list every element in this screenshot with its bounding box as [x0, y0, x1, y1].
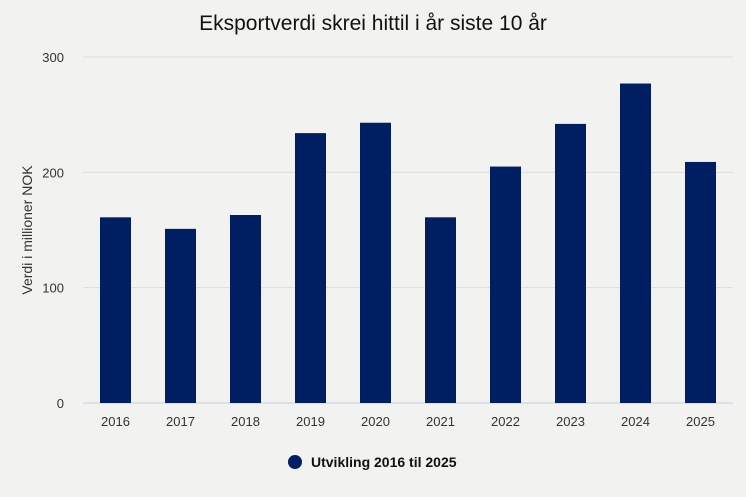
bar-2024[interactable]: [620, 83, 651, 403]
x-tick-label: 2021: [426, 414, 455, 429]
y-tick-label: 100: [42, 281, 64, 296]
bar-2019[interactable]: [295, 133, 326, 403]
bars: [100, 83, 716, 404]
bar-2021[interactable]: [425, 217, 456, 403]
y-tick-label: 200: [42, 165, 64, 180]
chart-title: Eksportverdi skrei hittil i år siste 10 …: [199, 12, 547, 35]
legend-label: Utvikling 2016 til 2025: [311, 454, 457, 470]
x-tick-label: 2018: [231, 414, 260, 429]
bar-2023[interactable]: [555, 123, 586, 403]
x-tick-label: 2016: [101, 414, 130, 429]
x-tick-label: 2020: [361, 414, 390, 429]
x-tick-label: 2024: [621, 414, 650, 429]
bar-2016[interactable]: [100, 217, 131, 403]
x-tick-label: 2023: [556, 414, 585, 429]
y-axis-ticks: 0 100 200 300: [42, 50, 64, 411]
bar-2017[interactable]: [165, 228, 196, 403]
x-tick-label: 2017: [166, 414, 195, 429]
y-tick-label: 0: [57, 396, 64, 411]
legend[interactable]: Utvikling 2016 til 2025: [288, 454, 457, 470]
bar-2020[interactable]: [360, 122, 391, 404]
x-tick-label: 2019: [296, 414, 325, 429]
legend-marker: [288, 455, 302, 469]
x-tick-label: 2025: [686, 414, 715, 429]
bar-2022[interactable]: [490, 166, 521, 403]
x-axis-ticks: 2016 2017 2018 2019 2020 2021 2022 2023 2024 2025: [101, 414, 715, 429]
y-axis-label: Verdi i millioner NOK: [19, 165, 35, 295]
y-tick-label: 300: [42, 50, 64, 65]
x-tick-label: 2022: [491, 414, 520, 429]
bar-2025[interactable]: [685, 161, 716, 403]
bar-2018[interactable]: [230, 215, 261, 403]
